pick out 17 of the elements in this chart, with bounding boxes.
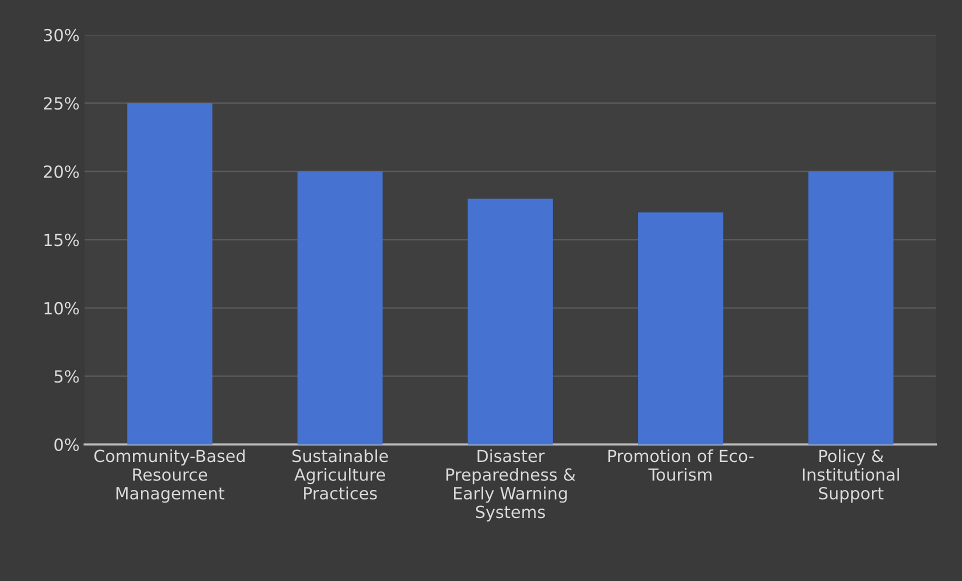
y-tick-label: 0% [54,438,79,452]
y-tick-label: 5% [54,370,79,383]
x-tick-label: Community-Based Resource Management [94,449,245,503]
y-tick-label: 15% [44,234,79,246]
x-tick-label: Sustainable Agriculture Practices [292,449,388,500]
y-tick-label: 20% [44,165,79,178]
y-tick-label: 10% [44,302,79,314]
x-tick-label: Disaster Preparedness & Early Warning Systems [446,449,576,522]
x-tick-label: Promotion of Eco- Tourism [608,449,754,481]
bar [808,171,894,444]
x-tick-label: Policy & Institutional Support [802,449,899,503]
bar [298,171,383,444]
bar [468,198,553,444]
y-tick-label: 25% [44,97,79,110]
y-tick-label: 30% [44,28,79,42]
bar [638,212,724,444]
bar [127,103,212,444]
